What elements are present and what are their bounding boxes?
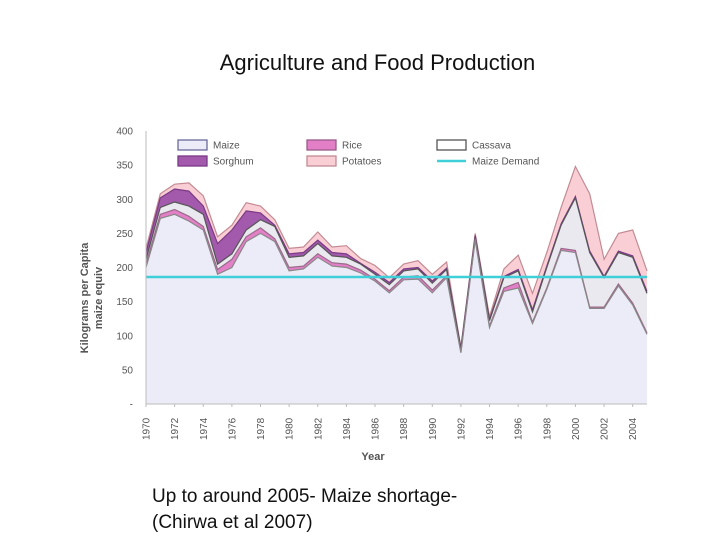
x-tick-label: 1996 — [514, 417, 525, 440]
x-tick-label: 1976 — [227, 417, 238, 440]
x-tick-label: 1980 — [285, 417, 296, 440]
x-tick-label: 1998 — [542, 417, 553, 440]
legend-swatch-maize — [177, 139, 208, 151]
legend-swatch-sorghum — [177, 155, 208, 167]
area-series-group — [145, 164, 648, 404]
legend-swatch-cassava — [436, 139, 467, 151]
x-tick-label: 2004 — [628, 417, 639, 440]
y-tick-label: - — [130, 400, 133, 411]
line-potatoes — [145, 164, 648, 348]
legend-label-maize-demand: Maize Demand — [472, 157, 539, 168]
legend-label-cassava: Cassava — [472, 141, 511, 152]
line-sorghum — [145, 188, 648, 349]
caption-line-2: (Chirwa et al 2007) — [152, 512, 313, 533]
slide-title: Agriculture and Food Production — [219, 50, 536, 75]
caption: Up to around 2005- Maize shortage- (Chir… — [152, 484, 457, 536]
x-tick-label: 1992 — [456, 417, 467, 440]
line-rice — [145, 208, 648, 353]
legend-label-potatoes: Potatoes — [342, 157, 381, 168]
x-tick-label: 1990 — [428, 417, 439, 440]
legend: Maize Rice Cassava Sorghum Potatoes Maize Dem… — [177, 139, 539, 168]
x-tick-label: 1970 — [142, 417, 153, 440]
x-tick-label: 1982 — [313, 417, 324, 440]
y-axis-title: Kilograms per Capita — [79, 242, 91, 354]
x-tick-label: 1974 — [199, 417, 210, 440]
legend-label-maize: Maize — [213, 141, 240, 152]
x-tick-label: 1994 — [485, 417, 496, 440]
y-tick-label: 250 — [116, 229, 133, 240]
x-tick-label: 1988 — [399, 417, 410, 440]
y-tick-label: 300 — [116, 195, 133, 206]
y-tick-label: 350 — [116, 161, 133, 172]
y-tick-label: 150 — [116, 297, 133, 308]
y-tick-labels: - 50 100 150 200 250 300 350 400 — [116, 127, 133, 411]
x-tick-label: 1984 — [342, 417, 353, 440]
x-tick-labels: 1970 1972 1974 1976 1978 1980 1982 1984 1986 1988… — [142, 404, 639, 440]
legend-label-sorghum: Sorghum — [213, 157, 254, 168]
y-tick-label: 200 — [116, 263, 133, 274]
legend-swatch-potatoes — [306, 155, 337, 167]
x-tick-label: 1978 — [256, 417, 267, 440]
y-tick-label: 400 — [116, 127, 133, 138]
x-tick-label: 2000 — [571, 417, 582, 440]
y-tick-label: 50 — [122, 365, 134, 376]
x-tick-label: 2002 — [600, 417, 611, 440]
axes-group — [145, 131, 647, 405]
x-axis-title: Year — [361, 451, 385, 463]
x-tick-label: 1986 — [371, 417, 382, 440]
line-maize — [145, 213, 648, 353]
caption-line-1: Up to around 2005- Maize shortage- — [152, 486, 458, 507]
y-tick-label: 100 — [116, 331, 133, 342]
y-axis-subtitle: maize equiv — [93, 266, 105, 329]
x-tick-label: 1972 — [170, 417, 181, 440]
legend-label-rice: Rice — [342, 141, 362, 152]
legend-swatch-rice — [306, 139, 337, 151]
area-maize — [146, 214, 647, 404]
